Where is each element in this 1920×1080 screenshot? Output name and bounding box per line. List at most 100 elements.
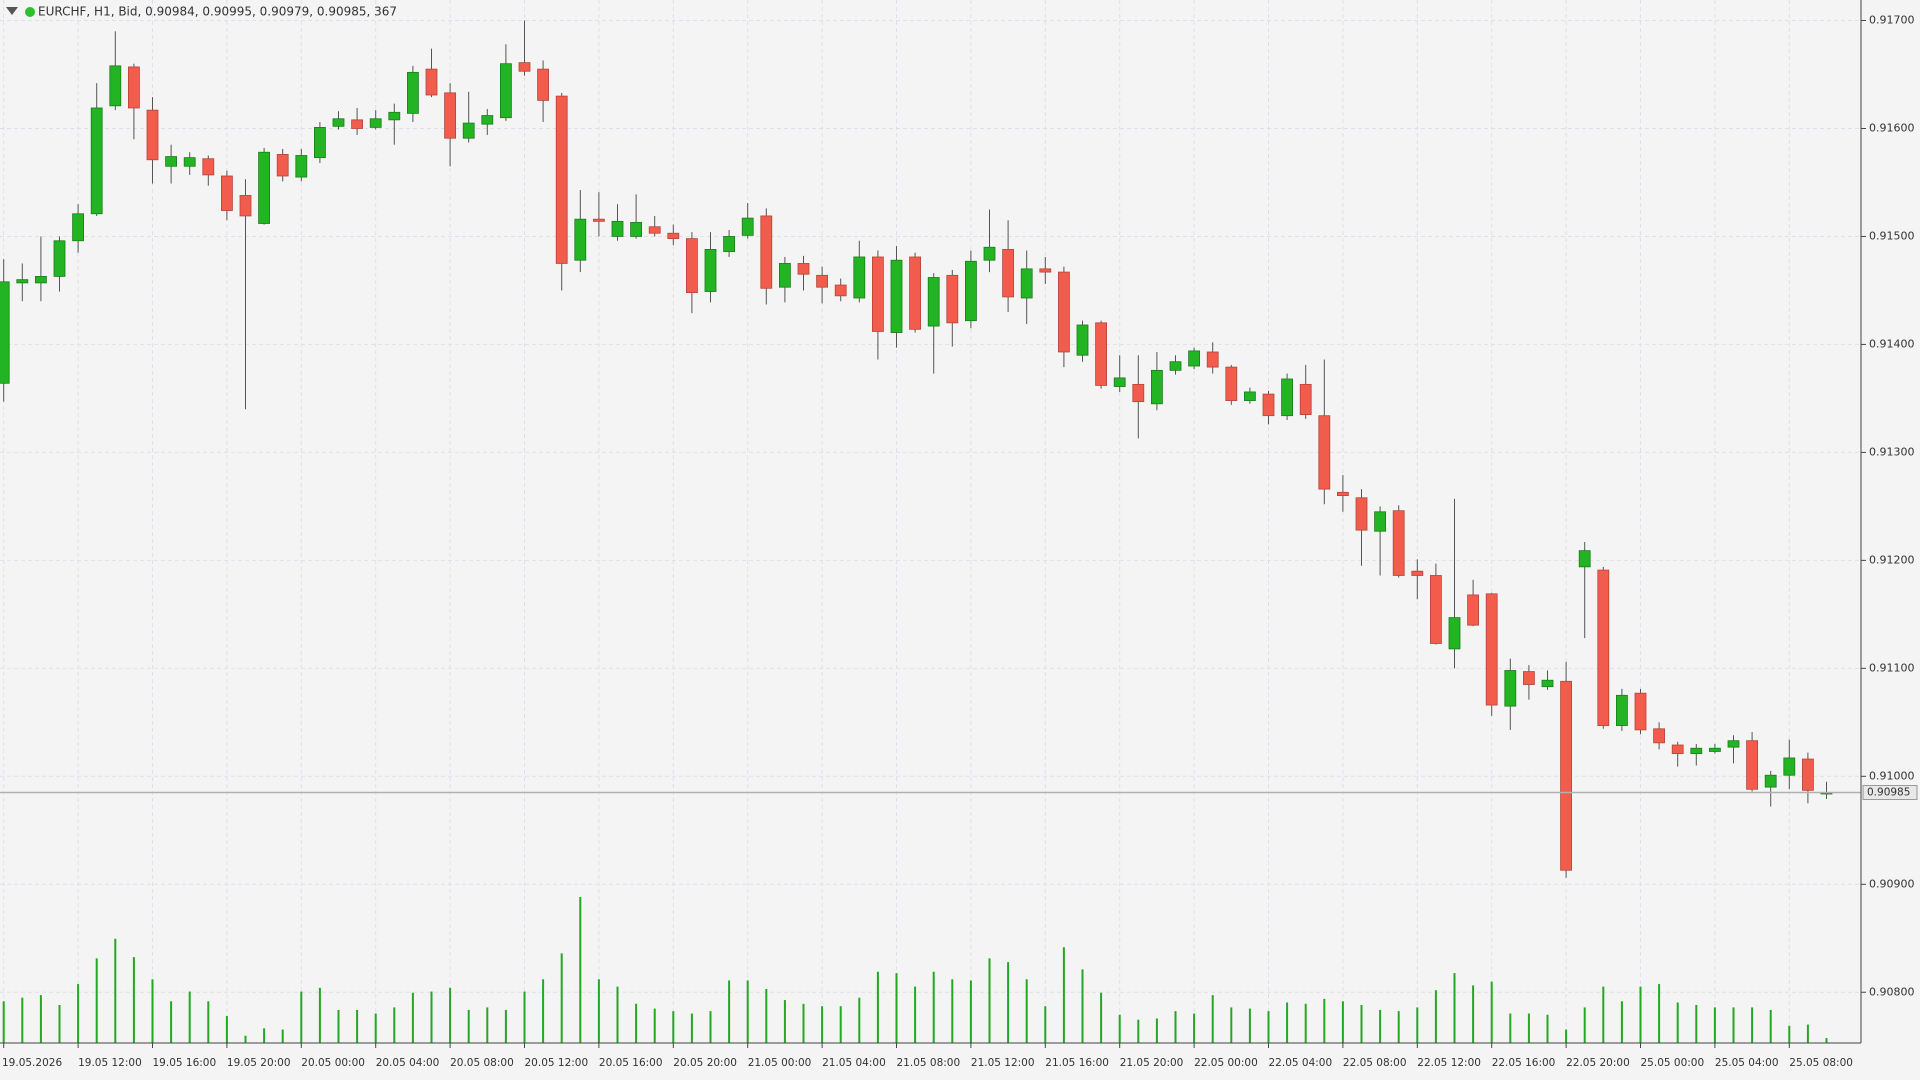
y-tick-label: 0.91300 <box>1869 445 1915 458</box>
candle-body <box>16 279 29 284</box>
candle-body <box>1002 249 1014 298</box>
candle-body <box>723 236 735 252</box>
candle-body <box>1634 692 1647 731</box>
candle-body <box>518 62 531 72</box>
candle-body <box>90 107 103 215</box>
status-icon <box>25 7 35 17</box>
candle-body <box>202 158 215 176</box>
candle-body <box>965 260 977 322</box>
x-tick-label: 21.05 12:00 <box>971 1057 1035 1069</box>
x-tick-label: 25.05 00:00 <box>1641 1057 1705 1069</box>
x-tick-label: 21.05 20:00 <box>1120 1057 1184 1069</box>
candle-body <box>0 281 10 384</box>
candle-body <box>1392 510 1405 576</box>
candle-body <box>332 118 345 127</box>
candle-body <box>686 238 698 294</box>
candle-body <box>127 66 140 109</box>
candle-body <box>630 222 642 237</box>
x-tick-label: 19.05 12:00 <box>78 1057 142 1069</box>
candle-body <box>72 213 84 242</box>
x-tick-label: 22.05 00:00 <box>1194 1057 1258 1069</box>
candle-body <box>741 217 754 236</box>
candle-body <box>1299 383 1312 416</box>
x-tick-label: 25.05 08:00 <box>1789 1057 1853 1069</box>
candle-body <box>1206 351 1219 368</box>
x-tick-label: 21.05 00:00 <box>748 1057 812 1069</box>
candle-body <box>1374 511 1386 532</box>
candle-body <box>481 115 494 125</box>
x-tick-label: 19.05 20:00 <box>227 1057 291 1069</box>
candle-body <box>927 277 940 327</box>
candle-body <box>909 256 921 330</box>
candle-body <box>816 274 828 288</box>
x-tick-label: 19.05.2026 <box>2 1057 62 1069</box>
y-tick-label: 0.91200 <box>1869 553 1915 566</box>
candle-body <box>388 111 401 121</box>
candle-body <box>872 256 884 332</box>
candle-body <box>499 63 512 119</box>
candle-body <box>146 109 159 161</box>
candle-body <box>1541 679 1554 688</box>
candle-body <box>239 195 252 217</box>
candle-body <box>1448 617 1461 650</box>
candle-body <box>611 220 624 237</box>
x-tick-label: 21.05 16:00 <box>1045 1057 1109 1069</box>
candle-body <box>109 65 122 107</box>
candle-body <box>1076 324 1089 356</box>
menu-icon[interactable] <box>6 7 18 15</box>
candle-body <box>797 263 810 275</box>
candle-body <box>1095 322 1107 386</box>
candle-body <box>1523 671 1535 685</box>
price-label-box <box>1862 785 1918 801</box>
candle-body <box>1783 757 1796 776</box>
candle-body <box>53 240 66 277</box>
candle-body <box>1262 393 1275 417</box>
candle-body <box>1671 744 1684 755</box>
x-tick-label: 20.05 12:00 <box>525 1057 589 1069</box>
candle-body <box>183 157 196 167</box>
price-label: 0.90985 <box>1867 787 1910 799</box>
candle-body <box>1039 268 1052 273</box>
y-tick-label: 0.91000 <box>1869 769 1915 782</box>
candle-body <box>1504 670 1517 707</box>
candle-body <box>369 118 382 128</box>
candle-body <box>165 156 178 167</box>
candle-body <box>1281 378 1293 417</box>
x-tick-label: 22.05 12:00 <box>1417 1057 1481 1069</box>
y-tick-label: 0.91700 <box>1869 14 1915 27</box>
x-tick-label: 21.05 04:00 <box>822 1057 886 1069</box>
x-tick-label: 25.05 04:00 <box>1715 1057 1779 1069</box>
candle-body <box>462 122 475 139</box>
candle-body <box>1560 680 1572 871</box>
candle-body <box>1653 728 1665 744</box>
y-tick-label: 0.91600 <box>1869 121 1915 134</box>
candle-body <box>1113 377 1126 387</box>
candle-body <box>983 246 996 261</box>
candle-body <box>1225 366 1238 401</box>
candle-body <box>1597 569 1610 726</box>
candle-body <box>1485 593 1498 706</box>
candle-body <box>1244 391 1256 401</box>
candle-body <box>1802 758 1814 791</box>
candle-body <box>574 218 587 261</box>
candle-body <box>648 226 661 234</box>
candle-body <box>444 92 457 139</box>
x-tick-label: 22.05 04:00 <box>1269 1057 1333 1069</box>
x-tick-label: 20.05 20:00 <box>673 1057 737 1069</box>
candle-body <box>1058 271 1070 353</box>
candle-body <box>313 127 326 159</box>
y-tick-label: 0.91400 <box>1869 337 1915 350</box>
candle-body <box>946 274 959 324</box>
candle-body <box>704 249 717 292</box>
candle-body <box>667 232 680 240</box>
y-tick-label: 0.90800 <box>1869 985 1915 998</box>
x-tick-label: 21.05 08:00 <box>897 1057 961 1069</box>
candle-body <box>258 151 271 224</box>
candle-body <box>779 263 791 288</box>
candle-body <box>1132 383 1145 403</box>
x-tick-label: 20.05 00:00 <box>301 1057 365 1069</box>
x-tick-label: 20.05 04:00 <box>376 1057 440 1069</box>
candle-body <box>853 256 866 299</box>
